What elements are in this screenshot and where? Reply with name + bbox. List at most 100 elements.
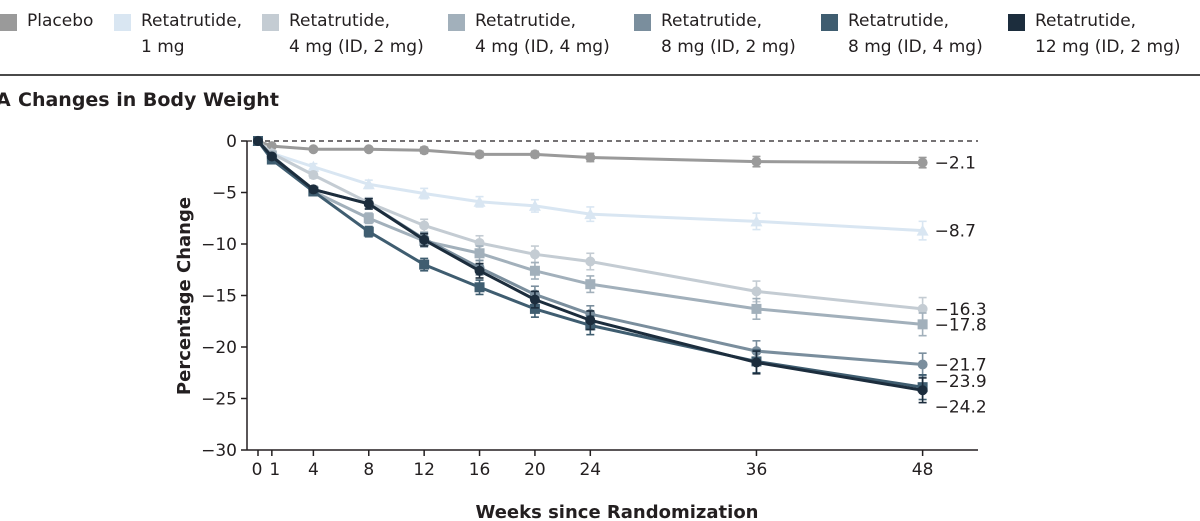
legend-label-line: 12 mg (ID, 2 mg): [1035, 37, 1181, 57]
data-point: [917, 303, 928, 314]
data-point: [585, 279, 596, 290]
legend-item: Placebo: [0, 8, 93, 34]
data-point: [474, 282, 485, 293]
data-point: [751, 286, 762, 297]
legend-label-line: Retatrutide,: [661, 11, 763, 31]
legend-item: Retatrutide, 4 mg (ID, 2 mg): [262, 8, 424, 60]
x-tick-label: 1: [269, 460, 280, 480]
end-value-label: −8.7: [935, 222, 976, 242]
legend-label-line: Retatrutide,: [848, 11, 950, 31]
data-point: [529, 303, 540, 314]
legend-label-line: 1 mg: [141, 37, 185, 57]
legend-divider: [0, 74, 1200, 76]
y-tick-label: −25: [201, 390, 237, 410]
data-point: [474, 149, 485, 160]
axes: 0−5−10−15−20−25−300 1 4 8 12 16 20 24 36 48: [201, 132, 978, 480]
legend-label: Retatrutide, 8 mg (ID, 4 mg): [848, 8, 983, 60]
y-tick-label: −30: [201, 441, 237, 461]
legend-swatch: [448, 14, 465, 31]
legend-item: Retatrutide, 8 mg (ID, 2 mg): [634, 8, 796, 60]
data-point: [750, 215, 763, 227]
data-point: [308, 169, 319, 180]
data-point: [529, 149, 540, 160]
data-point: [419, 259, 430, 270]
x-tick-label: 12: [413, 460, 435, 480]
data-point: [363, 226, 374, 237]
legend-label-line: 4 mg (ID, 2 mg): [289, 37, 424, 57]
data-point: [266, 151, 277, 162]
x-tick-label: 0: [252, 460, 263, 480]
legend-swatch: [821, 14, 838, 31]
data-point: [917, 385, 928, 396]
data-point: [419, 234, 430, 245]
legend-label-line: Retatrutide,: [289, 11, 391, 31]
data-point: [916, 224, 929, 236]
series-line: [257, 139, 923, 311]
legend-label: Retatrutide, 8 mg (ID, 2 mg): [661, 8, 796, 60]
legend-label: Retatrutide, 4 mg (ID, 4 mg): [475, 8, 610, 60]
end-value-label: −24.2: [935, 397, 987, 417]
x-tick-label: 20: [524, 460, 546, 480]
data-point: [308, 144, 319, 155]
y-axis-title: Percentage Change: [174, 197, 195, 395]
data-point: [363, 198, 374, 209]
data-point: [529, 265, 540, 276]
data-point: [585, 152, 596, 163]
x-tick-label: 16: [469, 460, 491, 480]
series-layer: [252, 135, 929, 404]
legend-swatch: [0, 14, 17, 31]
data-point: [253, 136, 263, 146]
data-point: [473, 195, 486, 207]
x-tick-label: 24: [579, 460, 601, 480]
x-tick-label: 36: [746, 460, 768, 480]
end-value-label: −21.7: [935, 356, 987, 376]
legend-swatch: [1008, 14, 1025, 31]
data-point: [529, 294, 540, 305]
end-label-layer: −2.1 −8.7 −16.3−17.8 −21.7−23.9 −24.2: [935, 154, 987, 418]
x-axis-title: Weeks since Randomization: [476, 502, 759, 521]
legend-label-line: Retatrutide,: [141, 11, 243, 31]
legend-item: Retatrutide, 12 mg (ID, 2 mg): [1008, 8, 1181, 60]
data-point: [917, 359, 928, 370]
y-tick-label: −15: [201, 287, 237, 307]
legend-label: Retatrutide, 12 mg (ID, 2 mg): [1035, 8, 1181, 60]
y-tick-label: 0: [226, 132, 237, 152]
data-point: [751, 303, 762, 314]
data-point: [308, 184, 319, 195]
data-point: [363, 144, 374, 155]
series-group: [253, 136, 928, 404]
legend-swatch: [114, 14, 131, 31]
legend-label-line: Retatrutide,: [1035, 11, 1137, 31]
legend-label: Placebo: [27, 8, 93, 34]
legend-label: Retatrutide, 1 mg: [141, 8, 242, 60]
end-value-label: −17.8: [935, 315, 987, 335]
end-value-label: −2.1: [935, 154, 976, 174]
legend-swatch: [262, 14, 279, 31]
data-point: [474, 248, 485, 259]
x-tick-label: 48: [912, 460, 934, 480]
data-point: [751, 357, 762, 368]
legend-item: Retatrutide, 1 mg: [114, 8, 242, 60]
end-value-label: −16.3: [935, 300, 987, 320]
legend-swatch: [634, 14, 651, 31]
data-point: [917, 319, 928, 330]
x-tick-label: 4: [308, 460, 319, 480]
y-tick-label: −5: [212, 184, 237, 204]
chart-title: Changes in Body Weight: [18, 89, 279, 111]
legend-label-line: 8 mg (ID, 2 mg): [661, 37, 796, 57]
series-line: [256, 139, 923, 392]
legend-label-line: 8 mg (ID, 4 mg): [848, 37, 983, 57]
end-value-label: −23.9: [935, 372, 987, 392]
data-point: [362, 178, 375, 190]
y-tick-label: −20: [201, 338, 237, 358]
series-line: [256, 140, 923, 389]
legend-label-line: 4 mg (ID, 4 mg): [475, 37, 610, 57]
data-point: [917, 157, 928, 168]
legend-item: Retatrutide, 8 mg (ID, 4 mg): [821, 8, 983, 60]
series-group: [253, 136, 928, 169]
data-point: [474, 265, 485, 276]
legend-label: Retatrutide, 4 mg (ID, 2 mg): [289, 8, 424, 60]
series-line: [257, 139, 923, 233]
data-point: [419, 220, 430, 231]
